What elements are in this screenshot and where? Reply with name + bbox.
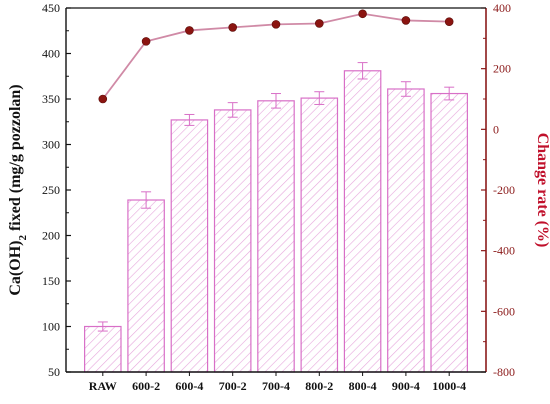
x-tick-label-900-4: 900-4 [392,379,420,393]
y-right-tick-label--800: -800 [493,365,515,379]
y-right-tick-label-400: 400 [493,1,511,15]
change-rate-point-800-2 [314,19,324,28]
bar-1000-4 [430,92,468,373]
bar-700-4 [257,100,295,373]
change-rate-point-600-2 [141,37,151,46]
axes: 50 100 150 200 250 300 350 400 450 -800 -600 -400 -2… [42,1,515,393]
change-rate-point-700-4 [271,20,281,29]
y-axis-left-title: Ca(OH)2 fixed (mg/g pozzolan) [7,84,29,295]
y-axis-left-title-main: Ca(OH) [7,241,24,296]
bar-600-4 [170,119,209,373]
y-axis-left-title-rest: fixed (mg/g pozzolan) [7,84,24,235]
y-right-tick-label--600: -600 [493,304,515,318]
change-rate-point-600-4 [185,26,194,35]
y-left-tick-label-100: 100 [42,320,60,334]
change-rate-point-900-4 [401,16,411,25]
error-bars [97,62,455,332]
change-rate-point-800-4 [358,9,367,19]
y-left-tick-label-450: 450 [42,1,60,15]
bar-RAW [84,325,122,373]
x-tick-label-800-4: 800-4 [349,379,377,393]
y-right-tick-label-200: 200 [493,62,511,76]
y-right-tick-label--200: -200 [493,183,515,197]
y-left-tick-label-250: 250 [42,183,60,197]
bar-700-2 [213,109,252,373]
y-left-tick-label-50: 50 [48,365,60,379]
x-tick-label-RAW: RAW [89,379,117,393]
bar-900-4 [387,88,425,373]
bar-800-4 [343,70,382,373]
y-axis-left-title-subscript: 2 [17,235,29,241]
bar-series [84,70,468,373]
x-tick-label-700-4: 700-4 [262,379,290,393]
y-right-tick-label--400: -400 [493,244,515,258]
change-rate-point-1000-4 [444,17,454,26]
y-left-tick-label-150: 150 [42,274,60,288]
x-tick-label-1000-4: 1000-4 [432,379,466,393]
y-left-tick-label-200: 200 [42,229,60,243]
change-rate-point-RAW [98,94,108,104]
y-left-tick-label-300: 300 [42,138,60,152]
y-left-tick-label-400: 400 [42,47,60,61]
x-tick-label-600-4: 600-4 [175,379,203,393]
y-right-tick-label-0: 0 [493,122,499,136]
y-left-tick-label-350: 350 [42,92,60,106]
x-tick-label-700-2: 700-2 [219,379,247,393]
bar-600-2 [127,199,165,373]
y-axis-right-title: Change rate (%) [534,133,550,248]
bar-800-2 [300,97,339,373]
change-rate-point-700-2 [228,23,238,32]
x-tick-label-600-2: 600-2 [132,379,160,393]
line-series [98,9,454,104]
x-tick-label-800-2: 800-2 [305,379,333,393]
